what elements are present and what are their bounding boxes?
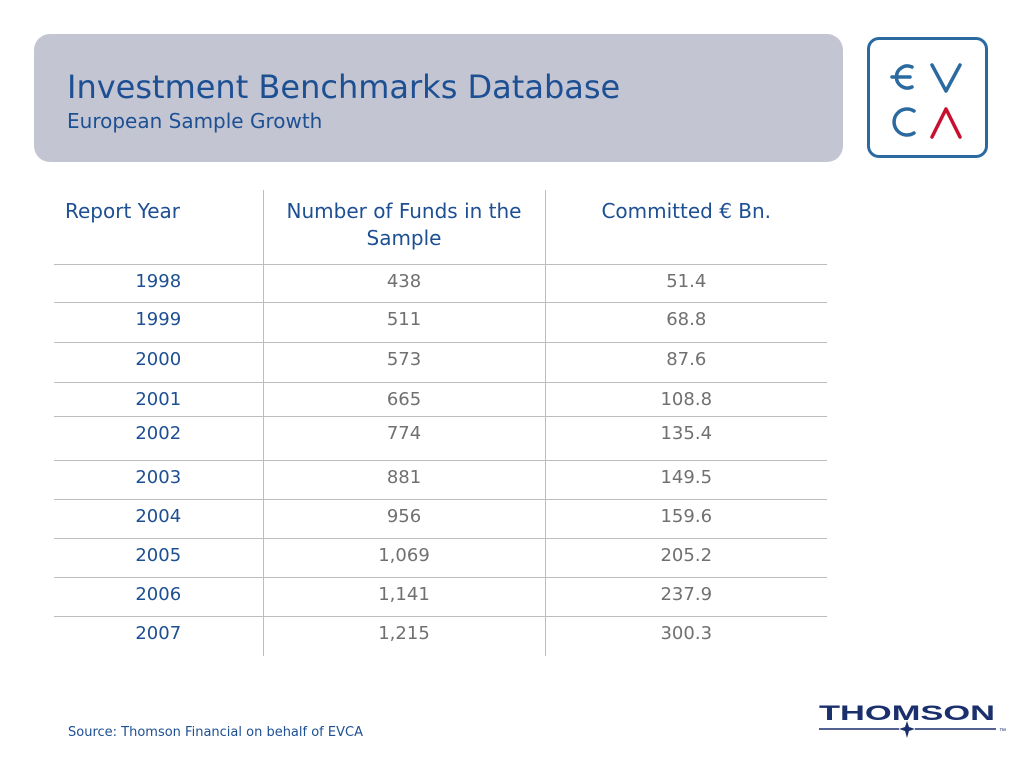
funds-cell: 1,069 [262,538,545,578]
committed-cell: 159.6 [544,499,827,539]
funds-cell: 1,141 [262,577,545,617]
svg-text:THOMSON: THOMSON [819,702,995,725]
year-cell: 2000 [54,342,263,383]
table-row: 1999 511 68.8 [54,302,827,343]
year-cell: 2004 [54,499,263,539]
committed-cell: 300.3 [544,616,827,656]
year-cell: 2006 [54,577,263,617]
thomson-logo: THOMSON ™ [818,700,1014,744]
committed-cell: 51.4 [544,264,827,303]
column-header-report-year: Report Year [54,190,263,265]
table-row: 2001 665 108.8 [54,382,827,417]
year-cell: 2001 [54,382,263,417]
funds-cell: 573 [262,342,545,383]
committed-cell: 237.9 [544,577,827,617]
year-cell: 1998 [54,264,263,303]
table-row: 2002 774 135.4 [54,416,827,461]
source-note: Source: Thomson Financial on behalf of E… [68,725,363,740]
year-cell: 2007 [54,616,263,656]
committed-cell: 149.5 [544,460,827,500]
year-cell: 2005 [54,538,263,578]
funds-cell: 1,215 [262,616,545,656]
table-row: 2006 1,141 237.9 [54,577,827,617]
committed-cell: 135.4 [544,416,827,461]
table-row: 2004 956 159.6 [54,499,827,539]
table-row: 2005 1,069 205.2 [54,538,827,578]
committed-cell: 108.8 [544,382,827,417]
funds-cell: 774 [262,416,545,461]
committed-cell: 205.2 [544,538,827,578]
title-banner: Investment Benchmarks Database European … [34,34,843,162]
funds-cell: 665 [262,382,545,417]
year-cell: 1999 [54,302,263,343]
funds-cell: 956 [262,499,545,539]
year-cell: 2003 [54,460,263,500]
table-row: 2003 881 149.5 [54,460,827,500]
page-subtitle: European Sample Growth [67,109,323,133]
table-row: 2000 573 87.6 [54,342,827,383]
table-header-row: Report Year Number of Funds in the Sampl… [54,190,827,265]
benchmarks-table: Report Year Number of Funds in the Sampl… [54,190,827,656]
funds-cell: 511 [262,302,545,343]
table-row: 1998 438 51.4 [54,264,827,303]
funds-cell: 438 [262,264,545,303]
svg-text:™: ™ [999,728,1006,735]
evca-logo [867,37,988,158]
year-cell: 2002 [54,416,263,461]
committed-cell: 87.6 [544,342,827,383]
table-row: 2007 1,215 300.3 [54,616,827,656]
funds-cell: 881 [262,460,545,500]
page-title: Investment Benchmarks Database [67,68,621,106]
column-header-committed: Committed € Bn. [544,190,827,265]
column-header-number-of-funds: Number of Funds in the Sample [262,190,545,265]
committed-cell: 68.8 [544,302,827,343]
